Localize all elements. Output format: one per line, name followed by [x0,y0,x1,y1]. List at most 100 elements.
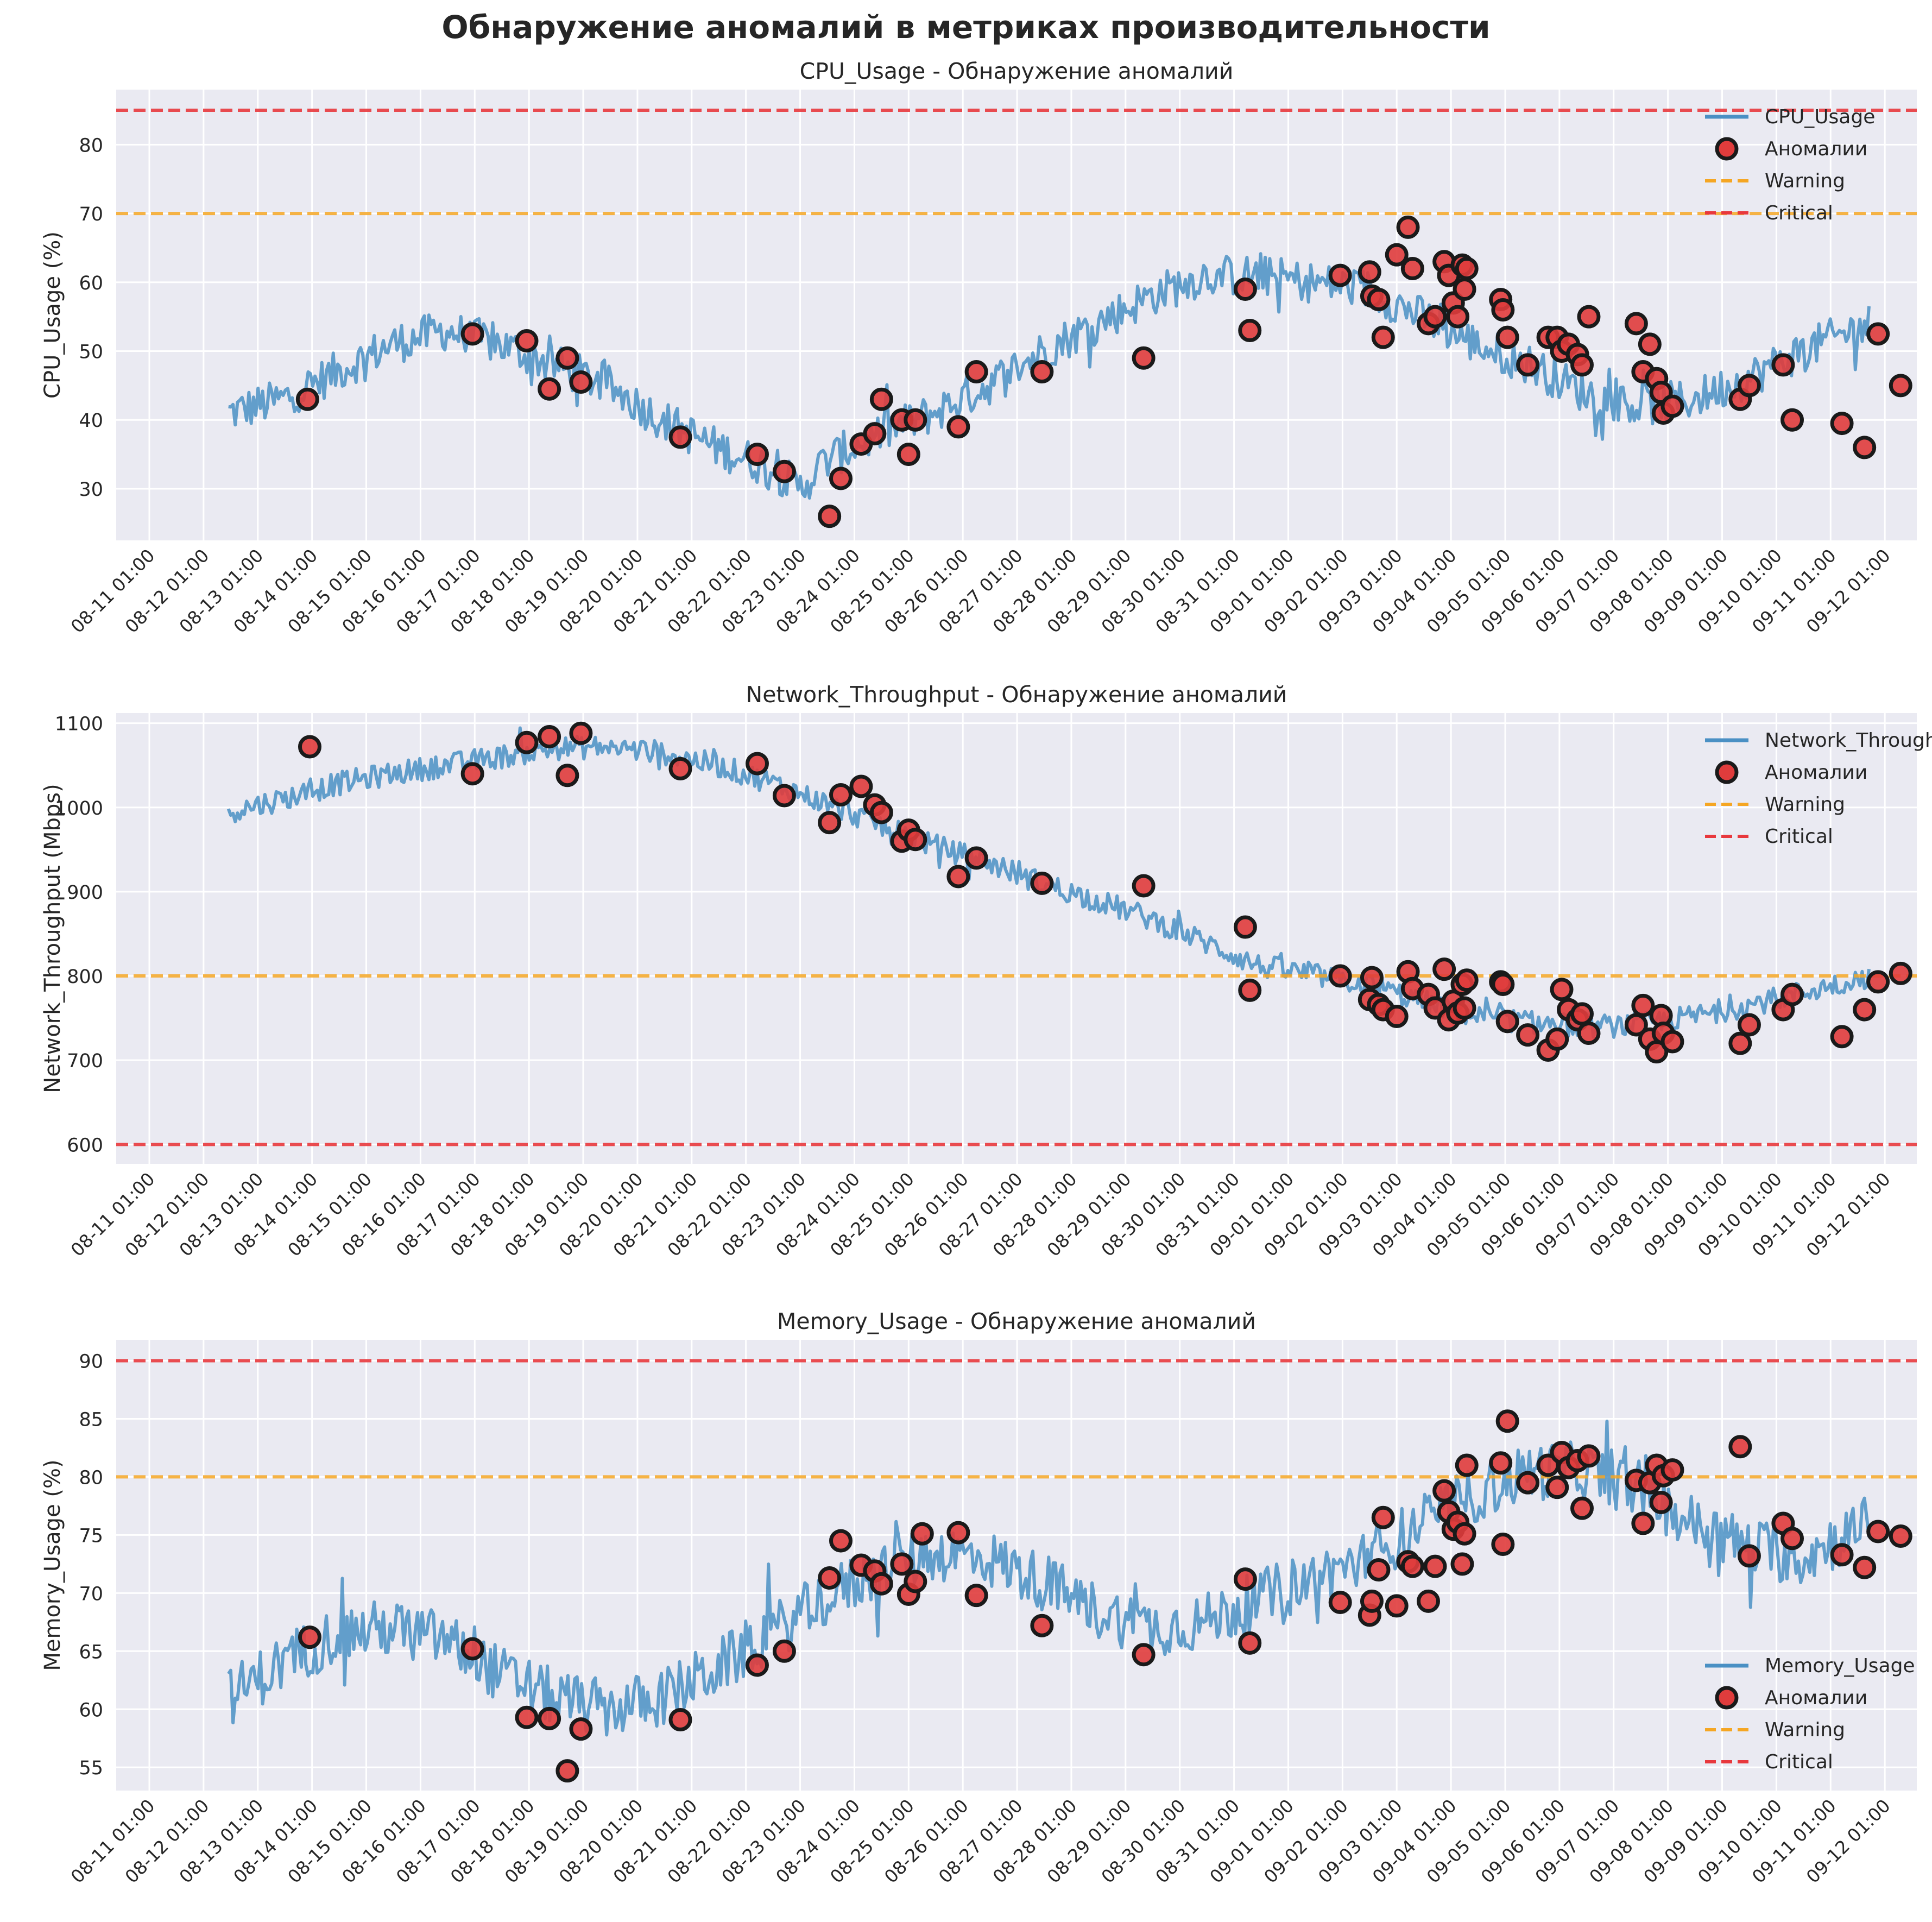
y-axis-label: Memory_Usage (%) [40,1459,65,1671]
anomaly-point [869,801,893,824]
anomaly-point [869,387,893,411]
anomaly-point [298,1625,321,1649]
anomaly-point [515,1705,539,1729]
anomaly-point [869,1572,893,1596]
anomaly-point [1624,312,1648,336]
anomaly-point [569,370,593,394]
anomaly-point [1728,1031,1752,1055]
anomaly-point [1516,1471,1540,1495]
anomaly-point [1030,871,1054,895]
anomaly-point [1367,1558,1391,1582]
panel-title: CPU_Usage - Обнаружение аномалий [800,58,1234,84]
anomaly-point [1328,1590,1352,1614]
anomaly-point [1400,256,1424,280]
anomaly-point [1238,1631,1262,1655]
anomaly-point [1866,970,1890,994]
anomaly-point [1358,260,1381,284]
anomaly-point [1385,1594,1409,1618]
anomaly-point [1737,1544,1761,1568]
anomaly-point [829,1529,853,1553]
anomaly-point [863,422,887,446]
anomaly-point [1367,287,1391,311]
anomaly-point [1577,305,1601,329]
anomaly-point [1432,1479,1456,1503]
anomaly-point [964,846,988,870]
anomaly-point [1660,394,1684,418]
anomaly-point [1328,263,1352,287]
legend-label: CPU_Usage [1765,106,1875,128]
y-tick-label: 50 [79,342,103,363]
y-tick-label: 65 [79,1641,103,1663]
anomaly-point [946,1521,970,1545]
legend: Memory_Usage Аномалии Warning Critical [1705,1655,1915,1773]
y-tick-label: 80 [79,135,103,156]
anomaly-point [1453,1522,1476,1546]
anomaly-point [904,828,927,852]
anomaly-point [1396,215,1420,239]
anomaly-point [555,1759,579,1783]
anomaly-point [1771,353,1795,377]
y-tick-label: 90 [79,1351,103,1373]
anomaly-point [1385,1005,1409,1029]
legend-label: Warning [1765,793,1845,816]
legend-swatch-anomaly [1715,137,1739,161]
anomaly-point [818,505,842,528]
anomaly-point [1432,957,1456,981]
panel-3: Memory_Usage - Обнаружение аномалий Memor… [40,1308,1917,1887]
anomaly-point [1853,436,1877,459]
anomaly-point [1545,1476,1569,1499]
anomaly-point [745,443,769,467]
anomaly-point [904,1570,927,1593]
legend-label: Memory_Usage [1765,1655,1915,1677]
figure-title: Обнаружение аномалий в метриках производ… [441,9,1491,46]
anomaly-point [1638,332,1662,356]
anomaly-point [818,811,842,835]
anomaly-point [1649,1490,1673,1514]
legend-label: Network_Throughput [1765,729,1932,752]
legend-label: Warning [1765,170,1845,192]
anomaly-point [1550,978,1574,1001]
anomaly-point [668,1708,692,1732]
anomaly-point [1238,319,1262,343]
anomaly-point [1371,1505,1395,1529]
panel-1: CPU_Usage - Обнаружение аномалий CPU_Usag… [40,58,1917,637]
anomaly-point [538,724,561,748]
panel-2: Network_Throughput - Обнаружение аномали… [40,682,1932,1261]
anomaly-point [896,443,920,467]
anomaly-point [538,377,561,401]
anomaly-point [1495,1010,1519,1034]
anomaly-point [1453,277,1476,301]
anomaly-point [1450,1552,1474,1576]
y-tick-label: 600 [67,1135,103,1156]
anomaly-point [1631,1511,1655,1535]
anomaly-point [1570,1496,1594,1520]
anomaly-point [1516,353,1540,377]
y-tick-label: 60 [79,1699,103,1721]
y-tick-label: 70 [79,204,103,225]
anomaly-point [1446,305,1470,329]
anomaly-point [849,774,873,798]
anomaly-point [1737,374,1761,398]
y-tick-label: 60 [79,273,103,294]
anomaly-point [298,735,321,759]
anomaly-point [745,752,769,776]
anomaly-point [829,467,853,490]
y-tick-label: 55 [79,1757,103,1779]
anomaly-point [1660,1030,1684,1054]
anomaly-point [1737,1013,1761,1037]
anomaly-point [890,1552,914,1576]
anomaly-point [1577,1022,1601,1045]
anomaly-point [1360,966,1384,990]
anomaly-point [1455,256,1479,280]
anomaly-point [1781,408,1804,432]
anomaly-point [460,1637,484,1661]
anomaly-point [1233,1567,1257,1591]
anomaly-point [515,730,539,754]
anomaly-point [1866,1520,1890,1543]
anomaly-point [1830,1025,1854,1049]
anomaly-point [1455,1453,1479,1477]
legend-swatch-anomaly [1715,760,1739,784]
anomaly-point [1132,346,1156,370]
anomaly-point [818,1566,842,1590]
